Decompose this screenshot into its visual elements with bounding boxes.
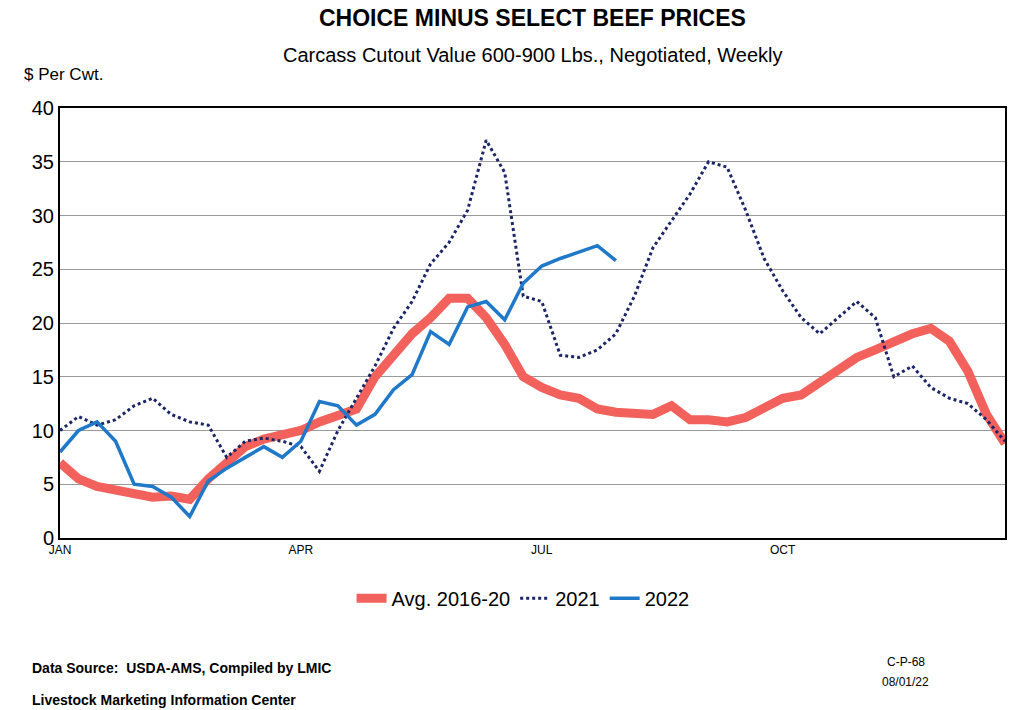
svg-text:2021: 2021 [555,588,600,610]
svg-text:CHOICE MINUS SELECT BEEF PRICE: CHOICE MINUS SELECT BEEF PRICES [319,5,746,31]
svg-text:APR: APR [289,543,314,557]
svg-text:Data Source: USDA-AMS, Compil: Data Source: USDA-AMS, Compiled by LMIC [32,660,331,676]
svg-text:35: 35 [32,151,54,173]
svg-text:15: 15 [32,366,54,388]
svg-text:20: 20 [32,312,54,334]
svg-text:Avg. 2016-20: Avg. 2016-20 [392,588,511,610]
svg-text:10: 10 [32,420,54,442]
svg-text:Carcass Cutout Value 600-900 L: Carcass Cutout Value 600-900 Lbs., Negot… [283,44,783,66]
svg-text:40: 40 [32,97,54,119]
svg-text:Livestock Marketing Informatio: Livestock Marketing Information Center [32,692,296,708]
svg-text:2022: 2022 [645,588,690,610]
svg-text:0: 0 [43,527,54,549]
svg-text:5: 5 [43,473,54,495]
svg-text:JUL: JUL [531,543,553,557]
svg-text:C-P-68: C-P-68 [887,655,925,669]
svg-text:25: 25 [32,258,54,280]
svg-text:JAN: JAN [49,543,72,557]
svg-text:OCT: OCT [770,543,796,557]
svg-text:$ Per Cwt.: $ Per Cwt. [24,65,103,84]
svg-text:30: 30 [32,205,54,227]
svg-text:08/01/22: 08/01/22 [882,675,929,689]
